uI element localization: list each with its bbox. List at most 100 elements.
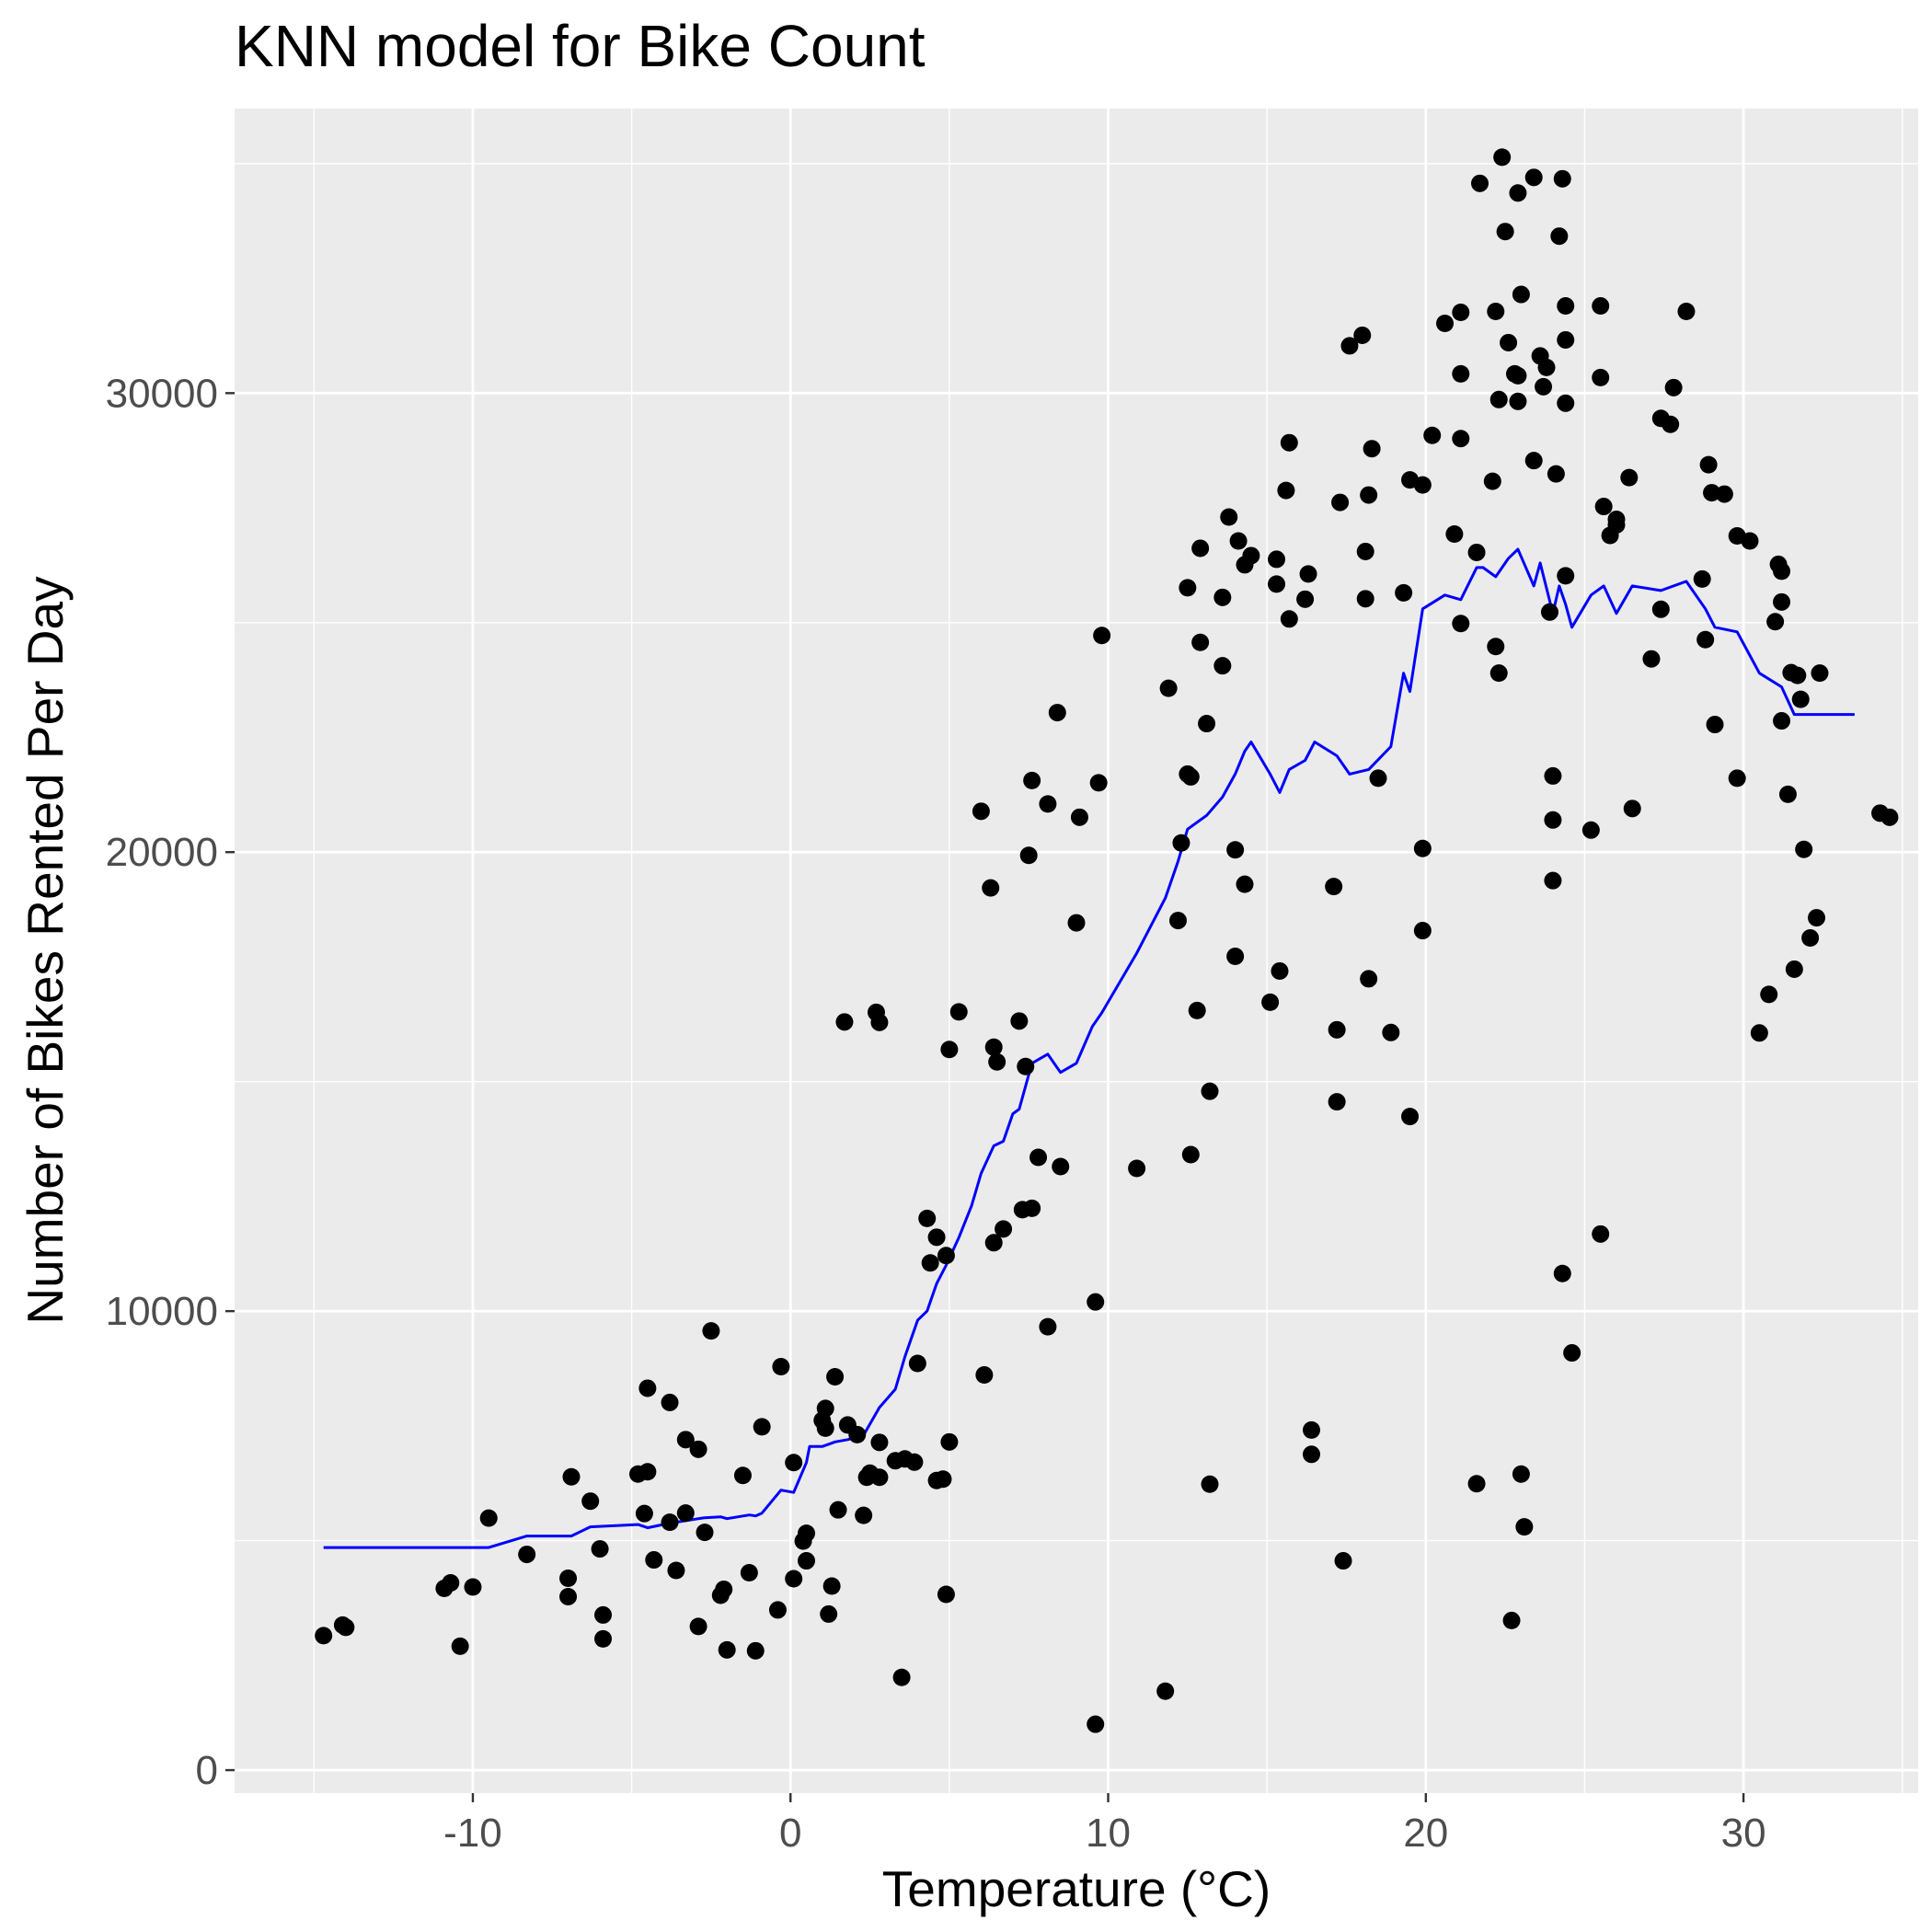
data-point [940,1041,959,1059]
knn-prediction-line [323,547,1855,1549]
data-point [1325,878,1343,896]
data-point [1750,1024,1768,1042]
data-point [442,1573,460,1592]
data-point [972,802,990,821]
data-point [733,1466,752,1485]
y-axis-ticks: 0 10000 20000 30000 [106,371,235,1793]
data-point [1703,484,1721,502]
data-point [1413,476,1432,494]
data-point [984,1038,1003,1056]
data-point [772,1358,790,1376]
data-point [689,1440,707,1458]
data-point [753,1418,771,1436]
data-point [1766,613,1785,631]
data-point [1039,1317,1057,1336]
data-point [1168,912,1187,930]
data-point [870,1468,889,1487]
data-point [1023,1199,1041,1217]
data-point [1493,148,1512,167]
data-point [918,1209,937,1227]
data-point [816,1419,834,1437]
data-point [315,1627,333,1645]
data-point [1553,1264,1571,1282]
data-point [1651,600,1670,618]
data-point [1557,330,1575,349]
data-point [984,1234,1003,1252]
data-point [982,879,1000,897]
data-point [1356,590,1374,608]
data-point [1334,1552,1352,1570]
data-point [594,1605,613,1624]
data-point [1487,303,1505,321]
data-point [1268,550,1286,569]
data-point [1159,679,1178,697]
data-point [638,1379,657,1397]
data-point [1198,715,1216,733]
data-point [1452,364,1470,383]
data-point [1677,303,1696,321]
plot-panel [235,109,1918,1793]
data-point [820,1604,838,1623]
data-point [1201,1082,1219,1100]
data-point [559,1570,578,1588]
y-tick-label: 0 [196,1748,218,1793]
data-point [1128,1159,1146,1178]
data-point [1191,633,1210,651]
data-point [1512,285,1530,304]
data-point [1268,575,1286,593]
x-tick-label: -10 [443,1811,502,1856]
data-point [1801,929,1820,948]
data-point [594,1629,613,1648]
data-point [937,1585,955,1604]
data-point [892,1668,911,1686]
data-point [1369,769,1387,788]
data-point [1760,985,1778,1004]
data-point [798,1552,816,1570]
data-point [1557,394,1575,412]
data-point [1048,704,1066,722]
data-point [1382,1023,1400,1041]
data-point [1296,590,1315,608]
data-point [1502,1611,1521,1629]
data-point [870,1013,889,1031]
data-point [635,1504,653,1523]
data-point [1213,588,1232,606]
data-point [1087,1715,1105,1733]
data-point [1229,532,1248,550]
data-point [1242,546,1260,565]
data-point [995,1220,1013,1238]
data-point [1363,440,1381,458]
y-tick-label: 20000 [106,830,218,875]
data-point [1340,337,1359,355]
data-point [1693,569,1711,588]
data-point [1785,960,1803,978]
data-point [1188,1001,1206,1019]
data-point [1356,542,1374,560]
data-point [1328,1020,1346,1039]
data-point [676,1431,695,1449]
data-point [696,1524,714,1542]
data-point [1299,565,1317,583]
data-point [835,1013,854,1031]
data-point [1581,821,1600,839]
data-point [451,1637,469,1655]
data-point [1452,304,1470,322]
data-point [464,1578,482,1596]
data-point [1788,666,1807,684]
data-point [826,1367,845,1386]
data-point [1017,1057,1035,1075]
data-point [1557,567,1575,585]
data-point [1413,839,1432,857]
data-point [1395,583,1413,602]
data-point [645,1551,663,1570]
data-point [1537,358,1556,376]
data-point [1280,610,1298,628]
data-point [1557,297,1575,316]
data-point [638,1463,657,1481]
data-point [816,1399,834,1418]
data-point [1452,430,1470,448]
data-point [1594,498,1613,516]
data-point [870,1433,889,1452]
data-point [1642,650,1661,668]
